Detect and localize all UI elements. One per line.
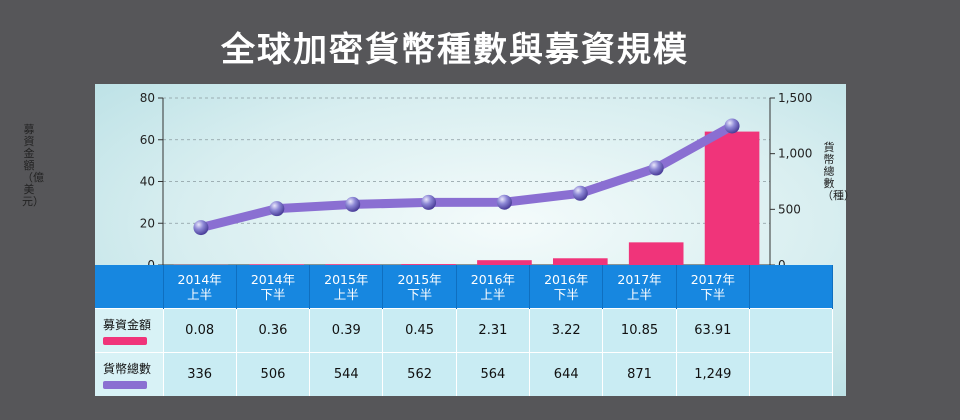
y-axis-right-label: 貨幣總數（種） (822, 141, 855, 202)
table-cell-empty (749, 352, 833, 396)
bar (704, 131, 760, 265)
table-row-coins: 貨幣總數 336 506 544 562 564 644 871 1,249 (95, 352, 833, 396)
line-point (345, 196, 361, 212)
table-cell: 871 (602, 352, 677, 396)
table-cell: 0.36 (236, 308, 311, 353)
table-cell: 2.31 (456, 308, 531, 353)
table-cell: 1,249 (676, 352, 751, 396)
y-left-tick-label: 40 (140, 175, 155, 189)
line-point (572, 185, 588, 201)
table-header-cell: 2015年 下半 (382, 265, 457, 309)
bar (552, 258, 608, 265)
bar (325, 264, 381, 266)
table-header-filler (749, 265, 833, 309)
y-left-tick-label: 80 (140, 91, 155, 105)
table-header-cell: 2014年 下半 (236, 265, 311, 309)
legend-funding-swatch (103, 337, 147, 345)
table-cell: 506 (236, 352, 311, 396)
table-corner (95, 265, 164, 309)
table-cell: 0.39 (309, 308, 384, 353)
table-header-cell: 2016年 上半 (456, 265, 531, 309)
chart-title: 全球加密貨幣種數與募資規模 (221, 30, 689, 70)
line-point (193, 220, 209, 236)
data-table: 2014年 上半 2014年 下半 2015年 上半 2015年 下半 2016年 上半 … (95, 265, 833, 396)
legend-funding: 募資金額 (95, 308, 164, 353)
table-cell: 562 (382, 352, 457, 396)
table-cell: 564 (456, 352, 531, 396)
legend-coins-swatch (103, 381, 147, 389)
bar (477, 260, 532, 265)
line-point (269, 201, 285, 217)
table-header-cell: 2016年 下半 (529, 265, 604, 309)
table-cell-empty (749, 308, 833, 353)
table-row-funding: 募資金額 0.08 0.36 0.39 0.45 2.31 3.22 10.85… (95, 308, 833, 353)
table-cell: 644 (529, 352, 604, 396)
legend-coins-label: 貨幣總數 (103, 362, 152, 376)
y-axis-left-label: 募資金額（億美元） (22, 123, 44, 208)
bar (249, 264, 305, 266)
table-header-cell: 2015年 上半 (309, 265, 384, 309)
table-cell: 3.22 (529, 308, 604, 353)
line-point (724, 118, 740, 134)
legend-funding-label: 募資金額 (103, 318, 152, 332)
table-header-cell: 2017年 下半 (676, 265, 751, 309)
table-header-cell: 2014年 上半 (163, 265, 237, 309)
table-cell: 336 (163, 352, 237, 396)
line-point (421, 194, 437, 210)
table-cell: 0.45 (382, 308, 457, 353)
y-right-tick-label: 500 (778, 202, 801, 216)
line-point (648, 160, 664, 176)
bar (401, 264, 456, 266)
table-header-cell: 2017年 上半 (602, 265, 677, 309)
series-line (196, 121, 737, 233)
bar (628, 242, 684, 265)
y-left-tick-label: 20 (140, 216, 155, 230)
table-cell: 10.85 (602, 308, 677, 353)
table-cell: 544 (309, 352, 384, 396)
table-header-row: 2014年 上半 2014年 下半 2015年 上半 2015年 下半 2016年 上半 … (95, 265, 833, 309)
y-left-tick-label: 60 (140, 133, 155, 147)
table-cell: 63.91 (676, 308, 751, 353)
legend-coins: 貨幣總數 (95, 352, 164, 396)
table-cell: 0.08 (163, 308, 237, 353)
line-point (496, 194, 512, 210)
y-right-tick-label: 1,000 (778, 147, 812, 161)
y-right-tick-label: 1,500 (778, 91, 812, 105)
